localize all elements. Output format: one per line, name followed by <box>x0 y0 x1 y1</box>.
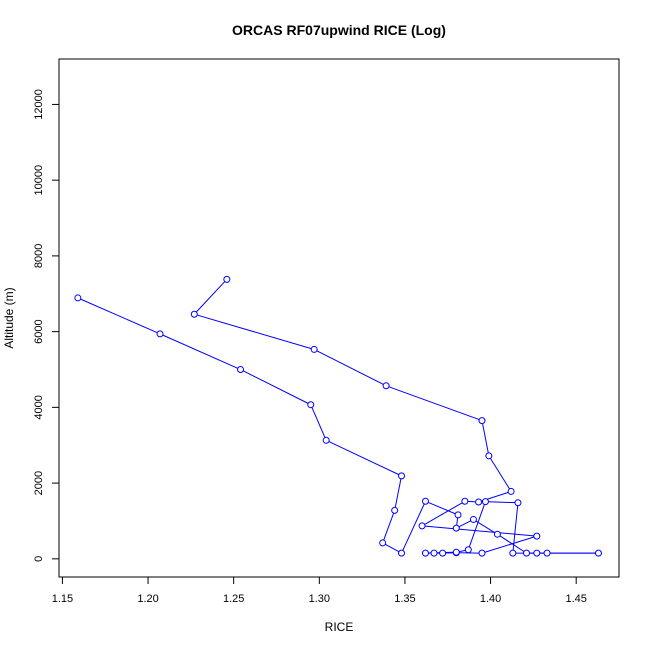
x-tick-label: 1.20 <box>137 593 158 605</box>
y-axis-label: Altitude (m) <box>2 287 16 348</box>
y-tick-label: 0 <box>33 556 45 562</box>
data-point <box>439 549 447 557</box>
series-segment <box>512 505 519 551</box>
data-point <box>514 499 522 507</box>
data-point <box>430 549 438 557</box>
series-segment <box>459 549 466 553</box>
series-segment <box>475 520 496 534</box>
series-segment <box>490 458 510 490</box>
data-point <box>398 549 406 557</box>
series-segment <box>242 370 309 404</box>
data-point <box>478 549 486 557</box>
series-segment <box>484 536 535 553</box>
data-point <box>382 382 390 390</box>
series-segment <box>311 407 326 438</box>
data-point <box>475 498 483 506</box>
series-segment <box>425 525 534 537</box>
data-point <box>74 294 82 302</box>
data-point <box>594 549 602 557</box>
series-segment <box>428 501 456 515</box>
series-segment <box>328 441 400 476</box>
series-segment <box>197 314 312 350</box>
series-segment <box>80 298 158 334</box>
x-tick-label: 1.25 <box>223 593 244 605</box>
series-segment <box>488 501 515 504</box>
y-tick-label: 2000 <box>33 471 45 495</box>
data-point <box>523 549 531 557</box>
y-tick-label: 6000 <box>33 319 45 343</box>
y-axis: 0 2000 4000 6000 8000 10000 12000 <box>33 89 59 562</box>
data-point <box>493 530 501 538</box>
data-point <box>421 549 429 557</box>
data-point <box>454 511 462 519</box>
series-segment <box>468 504 485 548</box>
data-point <box>307 401 315 409</box>
data-point <box>464 546 472 554</box>
data-point <box>461 497 469 505</box>
y-tick-label: 10000 <box>33 165 45 196</box>
series-segment <box>458 520 471 528</box>
series-layer <box>74 275 602 557</box>
data-point <box>379 539 387 547</box>
x-tick-label: 1.15 <box>52 593 73 605</box>
data-point <box>398 472 406 480</box>
chart-title: ORCAS RF07upwind RICE (Log) <box>232 22 446 38</box>
data-point <box>418 522 426 530</box>
series-segment <box>394 478 402 508</box>
data-point <box>310 345 318 353</box>
series-segment <box>388 386 480 421</box>
x-axis-label: RICE <box>325 620 354 634</box>
data-point <box>507 487 515 495</box>
series-segment <box>424 502 463 525</box>
data-point <box>509 549 517 557</box>
series-segment <box>456 517 459 526</box>
x-tick-label: 1.35 <box>394 593 415 605</box>
data-point <box>543 549 551 557</box>
data-point <box>421 497 429 505</box>
data-point <box>452 548 460 556</box>
series-segment <box>162 334 238 369</box>
x-tick-label: 1.45 <box>565 593 586 605</box>
data-point <box>533 549 541 557</box>
y-tick-label: 4000 <box>33 395 45 419</box>
data-point <box>533 532 541 540</box>
x-tick-label: 1.30 <box>309 593 330 605</box>
data-point <box>469 515 477 523</box>
series-segment <box>383 512 395 541</box>
series-segment <box>482 423 489 453</box>
x-tick-label: 1.40 <box>480 593 501 605</box>
series-segment <box>195 281 226 313</box>
series-segment <box>499 535 525 552</box>
data-point <box>391 506 399 514</box>
data-point <box>452 524 460 532</box>
data-point <box>478 417 486 425</box>
data-point <box>223 275 231 283</box>
y-tick-label: 12000 <box>33 89 45 120</box>
series-segment <box>402 503 425 551</box>
data-point <box>190 310 198 318</box>
series-segment <box>385 543 400 553</box>
data-point <box>237 365 245 373</box>
data-point <box>481 498 489 506</box>
series-segment <box>316 350 384 385</box>
x-axis: 1.15 1.20 1.25 1.30 1.35 1.40 1.45 <box>52 577 587 605</box>
data-point <box>485 452 493 460</box>
data-point <box>156 330 164 338</box>
y-tick-label: 8000 <box>33 244 45 268</box>
data-point <box>322 436 330 444</box>
plot-frame <box>58 58 620 578</box>
